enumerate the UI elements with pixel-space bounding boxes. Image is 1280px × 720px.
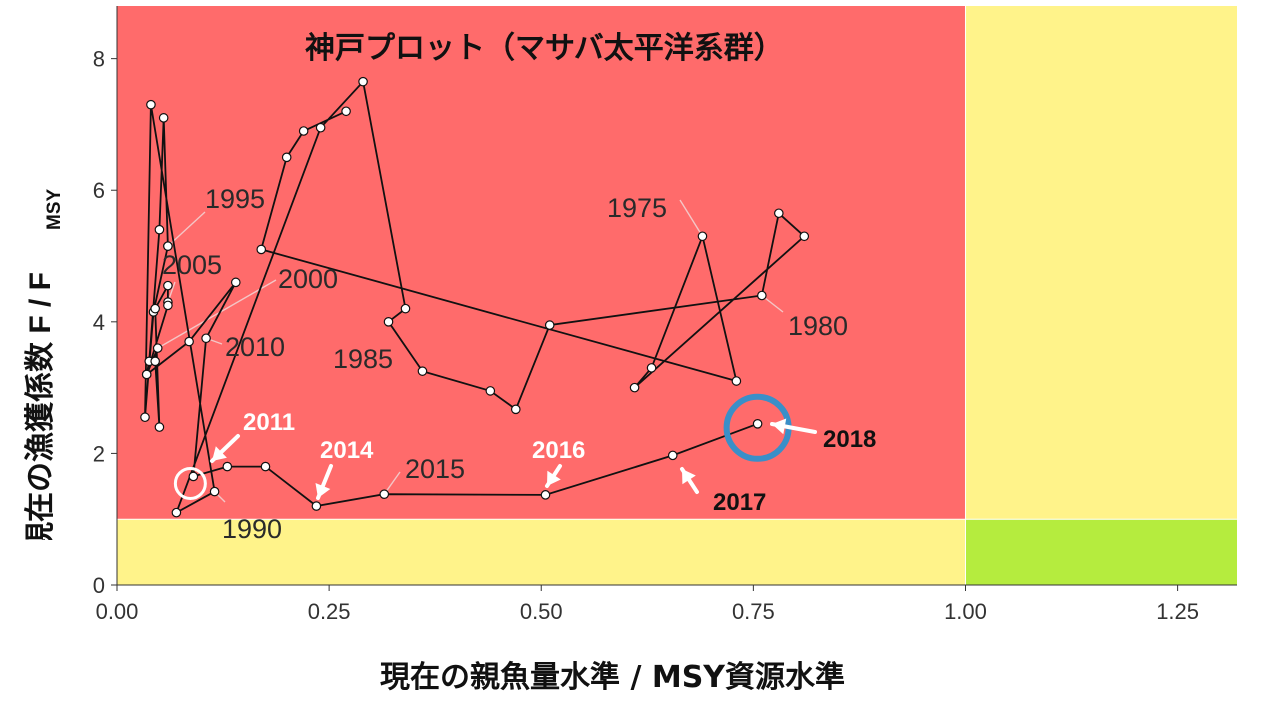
year-label-2011: 2011 — [243, 409, 295, 436]
zone-backgrounds — [117, 6, 1237, 585]
data-point-2015 — [379, 489, 390, 500]
axes: 0.00 0.25 0.50 0.75 1.00 1.25 0 2 4 6 8 — [93, 6, 1237, 624]
data-point-1973 — [256, 244, 267, 255]
data-point-1995 — [163, 241, 173, 251]
data-point-1988 — [315, 122, 326, 133]
data-point-2018 — [752, 419, 763, 429]
y-tick-label: 4 — [93, 310, 105, 335]
data-point-1972 — [281, 152, 292, 163]
year-label-1995: 1995 — [205, 184, 265, 214]
data-point-2000 — [152, 343, 163, 353]
year-label-2014: 2014 — [320, 437, 374, 464]
data-point-1989 — [171, 507, 182, 518]
data-point-2012 — [222, 461, 233, 472]
data-point-2008 — [184, 336, 194, 347]
data-point-2001 — [150, 356, 160, 367]
data-point-1970 — [341, 106, 351, 117]
zone-2 — [965, 6, 1237, 520]
x-tick-label: 1.00 — [944, 599, 987, 624]
chart-title: 神戸プロット（マサバ太平洋系群） — [305, 31, 784, 65]
data-point-2004 — [163, 280, 173, 291]
annotations: 1975 1980 1985 1990 1995 2000 2005 2010 2011 2014… — [162, 184, 876, 544]
y-tick-label: 8 — [93, 47, 105, 72]
arrowhead-2018 — [772, 418, 787, 435]
year-label-2017: 2017 — [713, 489, 766, 516]
year-label-2018: 2018 — [823, 426, 876, 453]
y-axis-title-subscript: MSY — [44, 189, 62, 231]
data-point-1971 — [298, 126, 309, 136]
year-label-2005: 2005 — [162, 250, 222, 280]
year-label-2010: 2010 — [225, 332, 285, 362]
data-point-2010 — [201, 333, 211, 344]
data-point-1981 — [544, 320, 555, 330]
y-tick-label: 2 — [93, 441, 105, 466]
highlight-circle-2011 — [173, 466, 207, 500]
data-point-2009 — [230, 277, 241, 288]
data-points — [140, 76, 810, 518]
arrowhead-2014 — [315, 482, 331, 498]
x-tick-label: 1.25 — [1156, 599, 1199, 624]
year-label-2016: 2016 — [532, 437, 585, 464]
data-point-1986 — [400, 303, 411, 314]
data-point-2014 — [311, 501, 322, 511]
data-point-1980 — [757, 290, 767, 301]
data-point-1979 — [774, 208, 784, 219]
leader-2000 — [157, 279, 277, 349]
data-point-2002 — [154, 422, 165, 432]
data-point-2011 — [188, 471, 199, 482]
y-tick-label: 6 — [93, 178, 105, 203]
x-axis-title: 現在の親魚量水準 / MSY資源水準 — [380, 660, 846, 695]
trajectory-line — [144, 79, 806, 515]
zone-0 — [117, 6, 966, 520]
data-point-1982 — [510, 404, 521, 415]
data-point-1976 — [646, 363, 657, 373]
year-label-1975: 1975 — [607, 193, 667, 223]
arrowhead-2017 — [682, 469, 696, 485]
x-tick-label: 0.25 — [308, 599, 351, 624]
leader-1975 — [679, 199, 704, 237]
data-point-1996 — [158, 113, 169, 123]
data-point-1992 — [140, 412, 150, 423]
y-axis-title: 現在の漁獲係数 F / F MSY — [6, 40, 65, 553]
arrowhead-2016 — [547, 470, 561, 486]
data-point-2016 — [540, 490, 551, 500]
y-axis-title-main: 現在の漁獲係数 F / F — [24, 272, 57, 540]
y-tick-label: 0 — [93, 573, 105, 598]
data-point-2017 — [667, 450, 678, 461]
data-point-1997 — [154, 224, 165, 235]
data-point-1985 — [383, 317, 394, 327]
zone-3 — [965, 519, 1237, 585]
x-tick-label: 0.00 — [96, 599, 139, 624]
year-label-1990: 1990 — [222, 514, 282, 544]
data-point-1978 — [799, 231, 810, 242]
kobe-plot: 0.00 0.25 0.50 0.75 1.00 1.25 0 2 4 6 8 神戸プロット（マサバ… — [93, 6, 1237, 624]
data-point-1987 — [358, 76, 368, 87]
year-label-2015: 2015 — [405, 454, 465, 484]
data-point-2003 — [150, 303, 160, 314]
data-point-1974 — [731, 376, 742, 386]
x-tick-label: 0.75 — [732, 599, 775, 624]
x-tick-label: 0.50 — [520, 599, 563, 624]
data-point-1983 — [485, 386, 496, 396]
data-point-1991 — [146, 99, 156, 110]
data-point-2007 — [141, 369, 152, 380]
data-point-2006 — [163, 300, 173, 311]
data-point-1975 — [697, 231, 708, 242]
data-point-2013 — [260, 461, 271, 472]
data-point-1977 — [629, 382, 640, 393]
year-label-2000: 2000 — [278, 264, 338, 294]
arrowhead-2011 — [212, 446, 227, 461]
data-point-1984 — [417, 366, 428, 376]
zone-1 — [117, 519, 966, 585]
year-label-1980: 1980 — [788, 311, 848, 341]
data-point-1990 — [209, 486, 220, 497]
year-label-1985: 1985 — [333, 344, 393, 374]
